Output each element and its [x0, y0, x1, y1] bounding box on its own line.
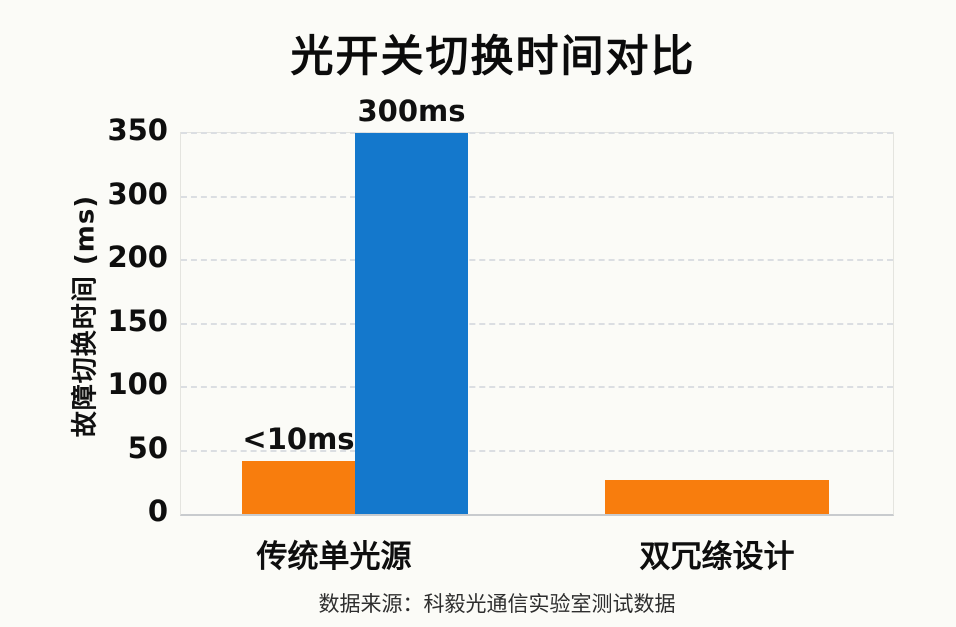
y-tick-label-350: 350 [107, 113, 168, 147]
plot-area: <10ms 300ms [180, 94, 894, 516]
y-tick-label-0: 0 [147, 494, 168, 528]
bar-value-label: 300ms [357, 94, 466, 128]
bar-传统单光源-orange [242, 460, 355, 514]
gridline-300 [181, 195, 893, 198]
chart-title: 光开关切换时间对比 [290, 32, 696, 82]
source-note: 数据来源：科毅光通信实验室测试数据 [318, 592, 676, 616]
y-tick-label-100: 100 [107, 367, 168, 401]
bar-value-label: <10ms [242, 421, 355, 456]
y-tick-label-200: 200 [107, 240, 168, 274]
x-category-label-dual-redundant: 双冗绦设计 [639, 539, 795, 575]
x-category-label-traditional: 传统单光源 [256, 539, 412, 575]
bar-传统单光源-blue [355, 133, 468, 514]
gridline-200 [181, 259, 893, 261]
y-tick-label-50: 50 [127, 430, 168, 465]
gridline-150 [181, 322, 893, 325]
gridline-350 [181, 132, 893, 134]
gridline-50 [181, 449, 893, 452]
gridline-100 [181, 386, 893, 388]
y-tick-label-300: 300 [107, 176, 168, 211]
bar-双冗绦设计-orange [605, 479, 829, 514]
y-tick-label-150: 150 [107, 303, 168, 338]
